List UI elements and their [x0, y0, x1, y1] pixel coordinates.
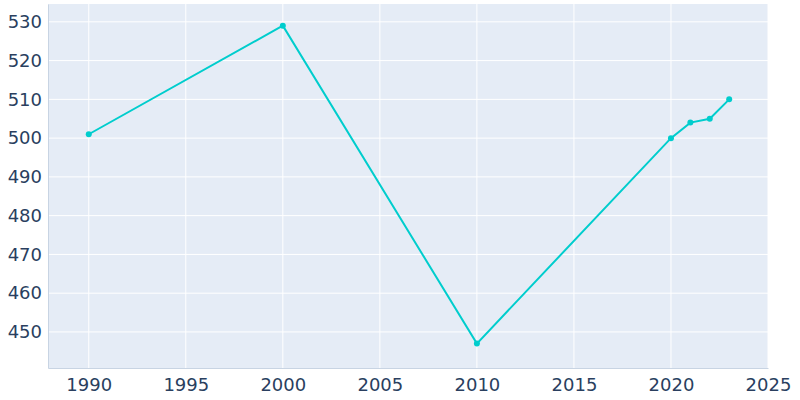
y-grid-line — [48, 254, 768, 255]
y-tick: 460 — [8, 282, 48, 303]
x-grid-line — [282, 4, 283, 368]
y-grid-line — [48, 21, 768, 22]
y-tick: 490 — [8, 166, 48, 187]
x-tick: 2015 — [552, 368, 598, 395]
x-grid-line — [573, 4, 574, 368]
y-grid-line — [48, 176, 768, 177]
x-tick-label: 2005 — [357, 374, 403, 395]
x-grid-line — [768, 4, 769, 368]
point — [668, 135, 674, 141]
y-tick: 520 — [8, 50, 48, 71]
point — [707, 116, 713, 122]
y-tick: 510 — [8, 89, 48, 110]
x-tick-label: 1990 — [66, 374, 112, 395]
x-tick: 1995 — [163, 368, 209, 395]
y-grid-line — [48, 215, 768, 216]
point — [86, 131, 92, 137]
y-tick-label: 520 — [8, 50, 42, 71]
plot: 1990 1995 2000 2005 2010 2015 2020 2025 450 460 47… — [8, 4, 792, 395]
y-grid-line — [48, 138, 768, 139]
point — [474, 341, 480, 347]
x-tick-label: 2020 — [649, 374, 695, 395]
x-tick-label: 2010 — [454, 374, 500, 395]
x-axis: 1990 1995 2000 2005 2010 2015 2020 2025 — [49, 368, 792, 395]
y-tick-label: 470 — [8, 244, 42, 265]
y-tick-label: 530 — [8, 11, 42, 32]
y-tick: 480 — [8, 205, 48, 226]
line — [89, 26, 729, 344]
x-tick-label: 2000 — [260, 374, 306, 395]
x-tick-label: 2025 — [746, 374, 792, 395]
x-grid-line — [670, 4, 671, 368]
y-grid-line — [48, 293, 768, 294]
y-tick-label: 490 — [8, 166, 42, 187]
x-tick: 2020 — [649, 368, 695, 395]
y-tick: 500 — [8, 127, 48, 148]
x-grid-line — [88, 4, 89, 368]
y-grid-line — [48, 99, 768, 100]
y-tick: 470 — [8, 244, 48, 265]
x-tick: 2005 — [357, 368, 403, 395]
y-tick-label: 500 — [8, 127, 42, 148]
y-tick-label: 460 — [8, 282, 42, 303]
y-tick: 530 — [8, 11, 48, 32]
y-axis-line — [48, 5, 49, 369]
y-grid-line — [48, 331, 768, 332]
x-tick: 1990 — [66, 368, 112, 395]
y-tick: 450 — [8, 321, 48, 342]
plot-background — [48, 4, 768, 368]
x-tick-label: 2015 — [552, 374, 598, 395]
point — [687, 120, 693, 126]
y-grid-line — [48, 60, 768, 61]
chart: 1990 1995 2000 2005 2010 2015 2020 2025 450 460 47… — [0, 0, 800, 400]
x-tick: 2025 — [746, 368, 792, 395]
x-grid-line — [185, 4, 186, 368]
point — [280, 23, 286, 29]
y-tick-label: 450 — [8, 321, 42, 342]
x-grid-line — [476, 4, 477, 368]
x-axis-line — [49, 368, 769, 369]
x-tick: 2010 — [454, 368, 500, 395]
series — [86, 23, 732, 347]
point — [726, 96, 732, 102]
grid — [48, 4, 768, 368]
y-tick-label: 510 — [8, 89, 42, 110]
y-tick-label: 480 — [8, 205, 42, 226]
y-axis: 450 460 470 480 490 500 510 520 530 — [8, 5, 49, 369]
x-tick: 2000 — [260, 368, 306, 395]
x-tick-label: 1995 — [163, 374, 209, 395]
